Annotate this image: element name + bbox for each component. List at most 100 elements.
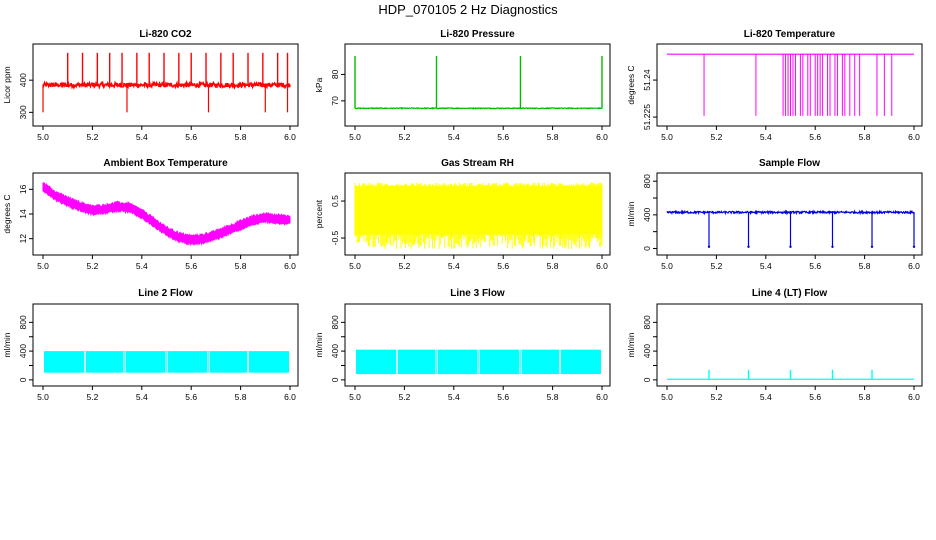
x-tick-label: 5.8 [859, 132, 871, 142]
panel-title: Gas Stream RH [441, 158, 514, 169]
panel-title: Line 2 Flow [138, 288, 193, 299]
x-tick-label: 5.0 [349, 132, 361, 142]
x-tick-label: 5.8 [547, 392, 559, 402]
y-axis-label: ml/min [2, 332, 12, 357]
x-tick-label: 5.8 [547, 261, 559, 271]
flow-band [125, 351, 166, 373]
x-tick-label: 5.2 [398, 392, 410, 402]
y-tick-label: 800 [330, 315, 340, 329]
y-tick-label: -0.5 [330, 230, 340, 245]
x-tick-label: 5.0 [661, 132, 673, 142]
x-tick-label: 5.4 [760, 261, 772, 271]
x-tick-label: 5.6 [809, 261, 821, 271]
plot-frame [656, 303, 923, 387]
chart-panel-6: Sample Flow 5.0 5.2 5.4 5.6 5.8 6.0 0 400 800 ml/m… [626, 158, 923, 271]
chart-panel-1: Li-820 CO2 5.0 5.2 5.4 5.6 5.8 6.0 300 400 Licor … [2, 29, 299, 142]
x-tick-label: 6.0 [596, 261, 608, 271]
plot-frame [344, 43, 611, 127]
x-tick-label: 5.6 [809, 392, 821, 402]
y-tick-label: 70 [330, 96, 340, 106]
flow-dip-point [912, 245, 916, 248]
chart-panel-5: Gas Stream RH 5.0 5.2 5.4 5.6 5.8 6.0 -0.5 0.5 pe… [314, 158, 611, 271]
plot-frame [656, 43, 923, 127]
chart-panel-2: Li-820 Pressure 5.0 5.2 5.4 5.6 5.8 6.0 70 80 kPa [314, 29, 611, 142]
x-tick-label: 5.4 [136, 261, 148, 271]
series-line [354, 106, 603, 110]
x-tick-label: 5.6 [185, 261, 197, 271]
y-tick-label: 51.24 [642, 69, 652, 91]
plot-frame [656, 172, 923, 256]
x-tick-label: 5.8 [235, 392, 247, 402]
x-tick-label: 5.4 [448, 261, 460, 271]
x-tick-label: 5.2 [710, 261, 722, 271]
x-tick-label: 6.0 [596, 392, 608, 402]
flow-band [479, 349, 520, 375]
chart-panel-3: Li-820 Temperature 5.0 5.2 5.4 5.6 5.8 6.0 51.2… [626, 29, 923, 142]
x-tick-label: 5.2 [86, 392, 98, 402]
x-tick-label: 6.0 [596, 132, 608, 142]
flow-band [561, 349, 601, 375]
x-tick-label: 5.8 [859, 392, 871, 402]
y-tick-label: 0 [18, 377, 28, 382]
series-6 [666, 209, 916, 248]
x-tick-label: 5.8 [859, 261, 871, 271]
y-axis-label: ml/min [626, 201, 636, 226]
y-axis-label: kPa [314, 77, 324, 92]
flow-band [209, 351, 248, 373]
x-tick-label: 5.2 [710, 132, 722, 142]
x-tick-label: 6.0 [284, 392, 296, 402]
x-tick-label: 5.6 [185, 132, 197, 142]
x-tick-label: 5.0 [349, 392, 361, 402]
series-5 [354, 182, 603, 250]
x-tick-label: 6.0 [908, 261, 920, 271]
y-tick-label: 400 [330, 344, 340, 358]
panel-title: Line 4 (LT) Flow [752, 288, 828, 299]
flow-band [397, 349, 436, 375]
y-tick-label: 800 [18, 315, 28, 329]
x-tick-label: 6.0 [908, 392, 920, 402]
y-tick-label: 300 [18, 105, 28, 119]
chart-panel-8: Line 3 Flow 5.0 5.2 5.4 5.6 5.8 6.0 0 400 800 ml/m… [314, 288, 611, 402]
figure-title: HDP_070105 2 Hz Diagnostics [378, 2, 558, 17]
x-tick-label: 5.4 [448, 132, 460, 142]
flow-dip-point [789, 245, 792, 248]
y-axis-label: ml/min [626, 332, 636, 357]
y-axis-label: ml/min [314, 332, 324, 357]
x-tick-label: 6.0 [284, 261, 296, 271]
x-tick-label: 6.0 [284, 132, 296, 142]
plot-frame [344, 303, 611, 387]
series-1 [42, 52, 291, 113]
panel-title: Li-820 Pressure [440, 29, 515, 40]
y-tick-label: 12 [18, 234, 28, 244]
flow-band [44, 351, 84, 373]
y-tick-label: 400 [642, 344, 652, 358]
x-tick-label: 5.2 [86, 261, 98, 271]
series-2 [354, 55, 603, 110]
plot-frame [344, 172, 611, 256]
x-tick-label: 5.2 [86, 132, 98, 142]
x-tick-label: 5.4 [448, 392, 460, 402]
series-band [42, 181, 291, 247]
x-tick-label: 5.6 [809, 132, 821, 142]
flow-band [167, 351, 208, 373]
x-tick-label: 5.6 [185, 392, 197, 402]
x-tick-label: 6.0 [908, 132, 920, 142]
x-tick-label: 5.0 [661, 392, 673, 402]
y-tick-label: 0.5 [330, 195, 340, 207]
y-axis-label: Licor ppm [2, 66, 12, 103]
chart-panel-9: Line 4 (LT) Flow 5.0 5.2 5.4 5.6 5.8 6.0 0 400 80… [626, 288, 923, 402]
y-tick-label: 400 [18, 73, 28, 87]
x-tick-label: 5.6 [497, 261, 509, 271]
y-tick-label: 0 [330, 377, 340, 382]
x-tick-label: 5.0 [661, 261, 673, 271]
x-tick-label: 5.4 [760, 392, 772, 402]
x-tick-label: 5.8 [547, 132, 559, 142]
panel-title: Sample Flow [759, 158, 820, 169]
x-tick-label: 5.4 [136, 132, 148, 142]
flow-dip-point [870, 245, 874, 248]
x-tick-label: 5.0 [37, 392, 49, 402]
flow-band [356, 349, 396, 375]
x-tick-label: 5.6 [497, 392, 509, 402]
x-tick-label: 5.4 [136, 392, 148, 402]
